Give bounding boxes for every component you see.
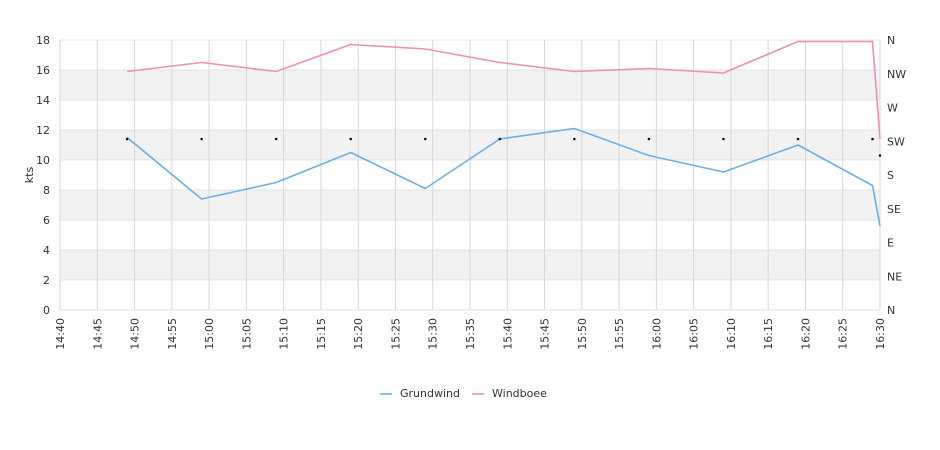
x-tick-label: 15:40: [501, 318, 514, 350]
direction-marker: [423, 137, 427, 141]
x-tick-label: 16:30: [874, 318, 887, 350]
direction-marker: [200, 137, 203, 141]
right-direction-label: S: [887, 169, 894, 182]
direction-marker: [796, 137, 800, 141]
direction-markers: [125, 137, 882, 157]
x-tick-label: 15:30: [427, 318, 440, 350]
x-tick-label: 14:50: [129, 318, 142, 350]
chart-horizontal-gridlines: [60, 39, 880, 311]
series-line-grundwind: [126, 127, 881, 227]
x-tick-label: 15:50: [576, 318, 589, 350]
x-tick-label: 16:10: [725, 318, 738, 350]
y-tick-label: 2: [43, 274, 50, 287]
direction-marker: [274, 137, 278, 141]
series-line-windboee: [127, 40, 881, 140]
right-direction-label: N: [887, 34, 895, 47]
y-axis-label: kts: [23, 167, 36, 184]
direction-marker: [647, 137, 651, 141]
right-direction-label: W: [887, 102, 898, 115]
legend-label: Grundwind: [400, 387, 460, 400]
x-axis-tick-labels: 14:40 14:45 14:50 14:55 15:00 15:05 15:10 15:15…: [54, 318, 887, 350]
x-tick-label: 16:15: [762, 318, 775, 350]
y-tick-label: 14: [36, 94, 50, 107]
y-axis-tick-labels: 0 2 4 6 8 10 12 14 16 18: [36, 34, 50, 317]
direction-marker: [498, 137, 502, 141]
direction-marker: [878, 154, 882, 157]
chart-vertical-gridlines: [59, 40, 881, 310]
y-tick-label: 18: [36, 34, 50, 47]
direction-marker: [573, 137, 576, 141]
direction-marker: [349, 137, 353, 141]
x-tick-label: 14:55: [166, 318, 179, 350]
y-tick-label: 8: [43, 184, 50, 197]
x-tick-label: 16:00: [650, 318, 663, 350]
x-tick-label: 15:45: [539, 318, 552, 350]
right-direction-label: NW: [887, 68, 906, 81]
x-tick-label: 15:25: [389, 318, 402, 350]
right-direction-label: E: [887, 237, 894, 250]
x-tick-label: 15:55: [613, 318, 626, 350]
x-tick-label: 14:40: [54, 318, 67, 350]
right-direction-label: SW: [887, 135, 905, 148]
right-direction-label: N: [887, 304, 895, 317]
y-tick-label: 6: [43, 214, 50, 227]
chart-legend: Grundwind Windboee: [380, 387, 547, 400]
direction-marker: [125, 137, 129, 141]
x-tick-label: 15:20: [352, 318, 365, 350]
y-tick-label: 12: [36, 124, 50, 137]
x-tick-label: 15:15: [315, 318, 328, 350]
right-axis-direction-labels: N NE E SE S SW W NW N: [887, 34, 906, 317]
x-tick-label: 16:25: [837, 318, 850, 350]
direction-marker: [871, 137, 874, 141]
right-direction-label: SE: [887, 203, 901, 216]
x-tick-label: 15:10: [278, 318, 291, 350]
y-tick-label: 16: [36, 64, 50, 77]
y-tick-label: 4: [43, 244, 50, 257]
y-tick-label: 0: [43, 304, 50, 317]
right-direction-label: NE: [887, 270, 902, 283]
direction-marker: [722, 137, 725, 141]
x-tick-label: 16:20: [799, 318, 812, 350]
legend-label: Windboee: [492, 387, 547, 400]
x-tick-label: 15:05: [240, 318, 253, 350]
y-tick-label: 10: [36, 154, 50, 167]
chart-series-lines: [126, 40, 881, 227]
x-tick-label: 14:45: [91, 318, 104, 350]
x-tick-label: 15:35: [464, 318, 477, 350]
x-tick-label: 16:05: [688, 318, 701, 350]
x-tick-label: 15:00: [203, 318, 216, 350]
